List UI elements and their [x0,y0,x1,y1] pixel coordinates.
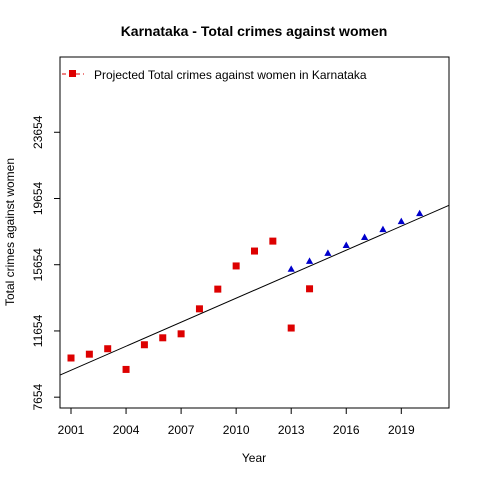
x-axis-label: Year [242,451,266,465]
data-point-triangle [287,265,295,272]
x-tick-label: 2010 [223,423,250,437]
legend-marker-square [69,70,76,77]
x-tick-label: 2001 [58,423,85,437]
data-point-triangle [397,217,405,225]
data-point-square [195,305,203,313]
trend-line [59,204,450,376]
series-layer [59,204,450,376]
data-point-square [287,324,295,332]
x-tick-label: 2013 [278,423,305,437]
data-point-triangle [416,209,424,217]
legend: Projected Total crimes against women in … [62,68,367,82]
data-point-square [104,345,112,353]
x-tick-label: 2016 [333,423,360,437]
x-tick-label: 2019 [388,423,415,437]
data-point-triangle [360,233,369,241]
y-axis: 7654 11654 15654 19654 23654 [31,115,60,411]
legend-entry-label: Projected Total crimes against women in … [94,68,367,82]
data-point-triangle [342,241,350,248]
y-axis-label: Total crimes against women [3,158,17,306]
data-point-square [140,341,148,349]
x-axis: 2001 2004 2007 2010 2013 2016 2019 [58,408,415,437]
data-point-triangle [305,257,314,264]
data-point-square [85,350,93,358]
data-point-square [251,247,258,255]
data-point-triangle [379,225,387,233]
data-point-square [306,285,314,293]
data-point-square [232,262,240,270]
data-point-square [214,285,222,293]
x-tick-label: 2004 [113,423,140,437]
x-tick-label: 2007 [168,423,195,437]
y-tick-label: 23654 [31,115,45,149]
chart-title: Karnataka - Total crimes against women [121,23,388,39]
data-point-square [122,365,130,373]
data-point-triangle [324,249,332,256]
y-tick-label: 15654 [31,248,45,282]
data-point-square [269,237,277,245]
plot-frame [59,56,450,409]
data-point-square [159,334,167,342]
y-tick-label: 7654 [31,384,45,411]
y-tick-label: 19654 [31,181,45,215]
y-tick-label: 11654 [31,314,45,347]
data-point-square [67,354,75,362]
data-point-square [177,330,185,338]
